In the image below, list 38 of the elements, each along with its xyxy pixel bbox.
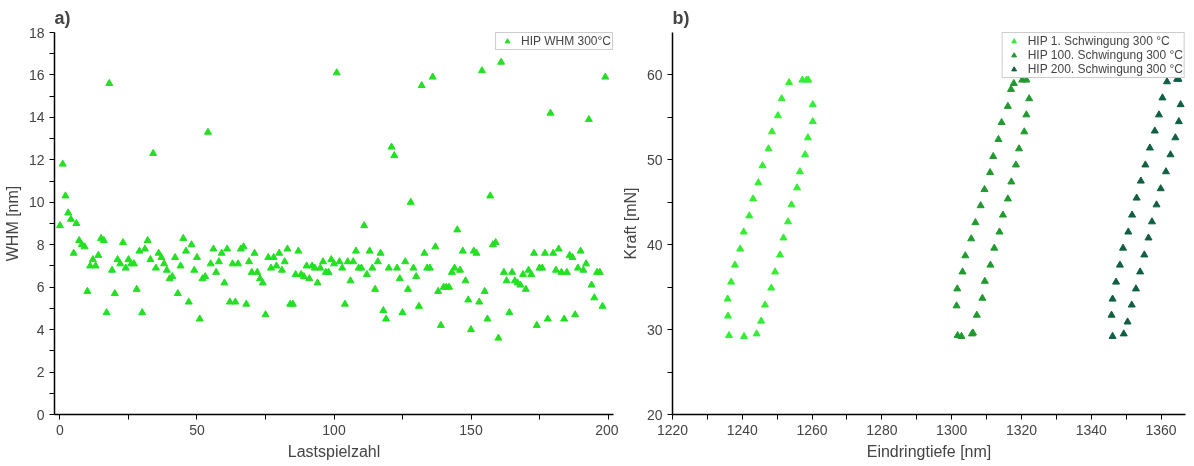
y-tick-label: 50 <box>646 151 663 168</box>
x-tick-label: 100 <box>322 421 346 438</box>
y-tick-label: 18 <box>28 24 45 41</box>
x-tick-label: 0 <box>56 421 65 438</box>
x-tick-label: 150 <box>459 421 483 438</box>
y-tick-label: 8 <box>36 236 45 253</box>
x-tick-label: 1280 <box>866 421 898 438</box>
x-tick-label: 1300 <box>936 421 968 438</box>
x-axis-title: Eindringtiefe [nm] <box>866 442 992 460</box>
x-tick-label: 1360 <box>1145 421 1177 438</box>
legend-label: HIP 100. Schwingung 300 °C <box>1027 48 1183 62</box>
y-tick-label: 4 <box>36 321 45 338</box>
y-tick-label: 16 <box>28 66 45 83</box>
x-tick-label: 200 <box>595 421 619 438</box>
y-tick-label: 10 <box>28 194 45 211</box>
chart-title: a) <box>54 7 71 28</box>
x-axis-title: Lastspielzahl <box>287 442 381 460</box>
y-tick-label: 6 <box>36 279 45 296</box>
x-tick-label: 50 <box>189 421 205 438</box>
y-tick-label: 20 <box>646 406 663 423</box>
x-tick-label: 1260 <box>796 421 828 438</box>
y-axis-title: Kraft [mN] <box>621 187 639 260</box>
y-axis-title: WHM [nm] <box>3 185 21 262</box>
y-tick-label: 40 <box>646 236 663 253</box>
y-tick-label: 0 <box>36 406 45 423</box>
chart-title: b) <box>672 7 690 28</box>
x-tick-label: 1240 <box>726 421 759 438</box>
legend-label: HIP 200. Schwingung 300 °C <box>1027 62 1183 76</box>
x-tick-label: 1320 <box>1005 421 1038 438</box>
x-tick-label: 1340 <box>1075 421 1108 438</box>
y-tick-label: 60 <box>646 66 663 83</box>
legend-label: HIP WHM 300°C <box>521 34 611 48</box>
y-tick-label: 12 <box>28 151 45 168</box>
x-tick-label: 1220 <box>656 421 689 438</box>
y-tick-label: 14 <box>28 109 45 126</box>
y-tick-label: 2 <box>36 364 45 381</box>
legend-label: HIP 1. Schwingung 300 °C <box>1027 34 1170 48</box>
y-tick-label: 30 <box>646 321 663 338</box>
